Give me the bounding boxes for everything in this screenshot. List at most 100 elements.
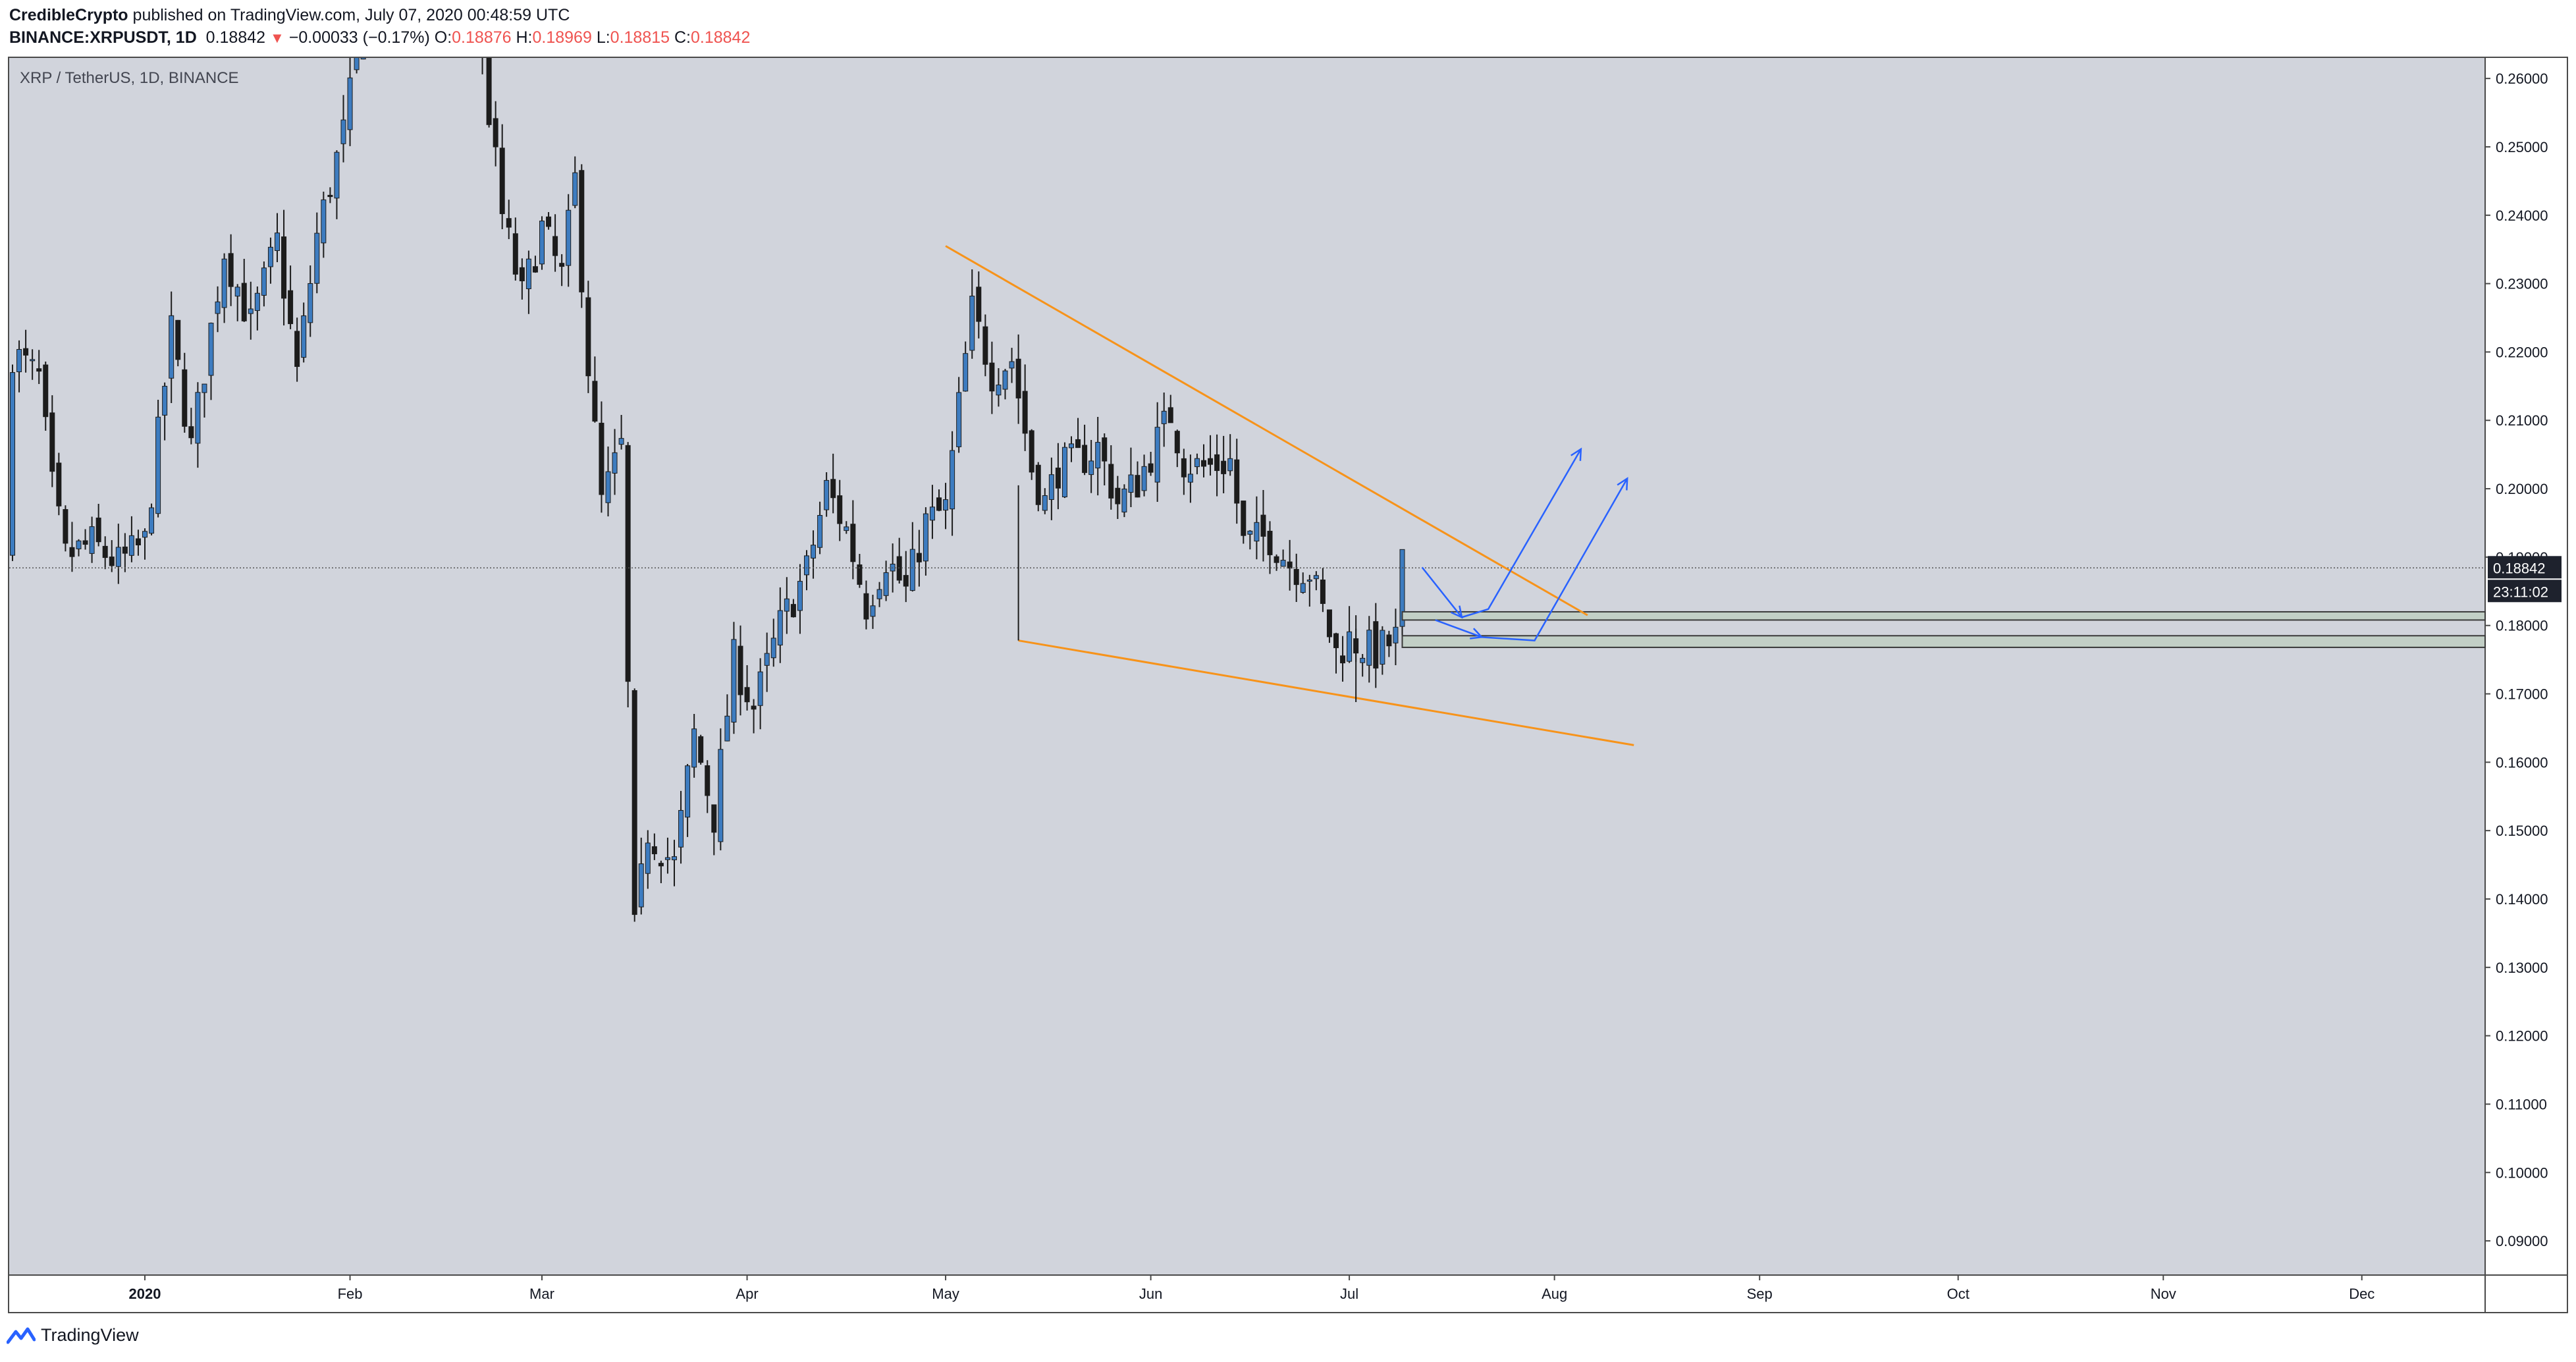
candle-body	[1108, 464, 1114, 499]
candle-body	[1009, 361, 1015, 369]
candle	[512, 217, 518, 281]
candle	[30, 349, 36, 380]
chart-title: XRP / TetherUS, 1D, BINANCE	[20, 69, 239, 87]
candle-body	[1313, 575, 1319, 580]
price-chart[interactable]: 0.26000 0.25000 0.24000 0.23000 0.22000 0.210…	[9, 58, 2567, 1312]
candle	[1267, 521, 1273, 574]
candle	[605, 446, 611, 517]
open-label: O:	[434, 28, 452, 47]
candle	[1287, 539, 1293, 591]
candle	[1015, 334, 1021, 424]
high-label: H:	[516, 28, 533, 47]
candle	[824, 472, 830, 517]
candle	[1161, 393, 1167, 447]
candle	[724, 694, 730, 742]
candle-body	[314, 232, 320, 284]
candle-body	[23, 348, 29, 356]
plot-background	[9, 58, 2485, 1275]
candle	[1035, 462, 1041, 512]
candle	[936, 489, 942, 512]
candle	[281, 209, 287, 326]
low-label: L:	[596, 28, 610, 47]
candle	[731, 622, 737, 734]
candle	[664, 837, 670, 874]
candle-body	[128, 535, 134, 556]
candle	[638, 837, 644, 915]
candle-body	[658, 863, 664, 867]
candle	[585, 281, 591, 393]
y-tick-label: 0.09000	[2496, 1233, 2548, 1249]
x-tick-label: Feb	[338, 1286, 363, 1302]
candle	[1088, 439, 1094, 493]
candle	[1042, 488, 1048, 514]
chart-frame[interactable]: 0.26000 0.25000 0.24000 0.23000 0.22000 0.210…	[8, 57, 2568, 1313]
candle-body	[1333, 633, 1339, 649]
candle	[830, 453, 836, 514]
candle	[764, 632, 770, 692]
candle	[23, 329, 29, 373]
candle-body	[738, 645, 743, 695]
open-value: 0.18876	[452, 28, 512, 47]
candle	[1108, 445, 1114, 510]
x-tick-label: 2020	[129, 1286, 161, 1302]
candle-body	[857, 564, 863, 585]
candle	[1029, 429, 1034, 480]
candle	[1061, 442, 1067, 499]
current-price: 0.18842	[205, 28, 266, 47]
candle	[155, 400, 161, 518]
candle	[69, 522, 75, 572]
candle	[672, 840, 677, 886]
candle	[963, 341, 969, 392]
candle	[1393, 609, 1399, 666]
candle	[182, 352, 188, 433]
candle-body	[757, 671, 763, 706]
candle	[241, 258, 247, 322]
candle	[340, 95, 346, 163]
candle	[532, 256, 538, 273]
bar-countdown: 23:11:02	[2493, 584, 2548, 600]
candle-body	[943, 499, 949, 511]
y-tick-label: 0.20000	[2496, 481, 2548, 497]
candle	[592, 356, 598, 423]
candle	[221, 253, 227, 323]
tradingview-logo-icon[interactable]	[7, 1326, 36, 1345]
candle-body	[1135, 475, 1140, 498]
candle	[1055, 443, 1061, 510]
footer-brand[interactable]: TradingView	[41, 1325, 139, 1345]
candle-body	[1161, 410, 1167, 424]
candle-body	[1042, 495, 1048, 511]
candle-body	[1241, 501, 1247, 536]
candle	[135, 530, 141, 556]
candle	[1135, 461, 1140, 498]
candle	[294, 317, 300, 382]
candle	[1293, 553, 1299, 602]
candle-body	[672, 856, 677, 861]
candle-body	[539, 221, 545, 265]
candle	[89, 516, 95, 563]
candle	[1174, 429, 1180, 468]
x-tick-label: Mar	[529, 1286, 554, 1302]
y-tick-label: 0.26000	[2496, 70, 2548, 87]
candle-body	[916, 553, 922, 562]
candle	[1181, 449, 1187, 495]
symbol-label[interactable]: BINANCE:XRPUSDT, 1D	[9, 28, 197, 47]
candle	[1154, 402, 1160, 502]
candle-body	[506, 218, 512, 228]
candle	[321, 191, 327, 258]
candle-body	[149, 507, 155, 534]
projection-arrow	[1435, 477, 1628, 641]
candle	[651, 833, 657, 860]
y-tick-label: 0.12000	[2496, 1028, 2548, 1045]
candle	[1247, 530, 1253, 550]
candle-body	[1347, 631, 1353, 662]
candle-body	[1234, 459, 1240, 504]
candle	[1009, 348, 1015, 383]
candle-body	[546, 216, 552, 227]
candle	[631, 688, 637, 922]
candle-body	[234, 286, 240, 297]
candle	[175, 319, 181, 367]
candle	[1102, 433, 1108, 486]
candle	[195, 382, 201, 468]
author-name[interactable]: CredibleCrypto	[9, 6, 128, 24]
candle-body	[903, 575, 909, 587]
